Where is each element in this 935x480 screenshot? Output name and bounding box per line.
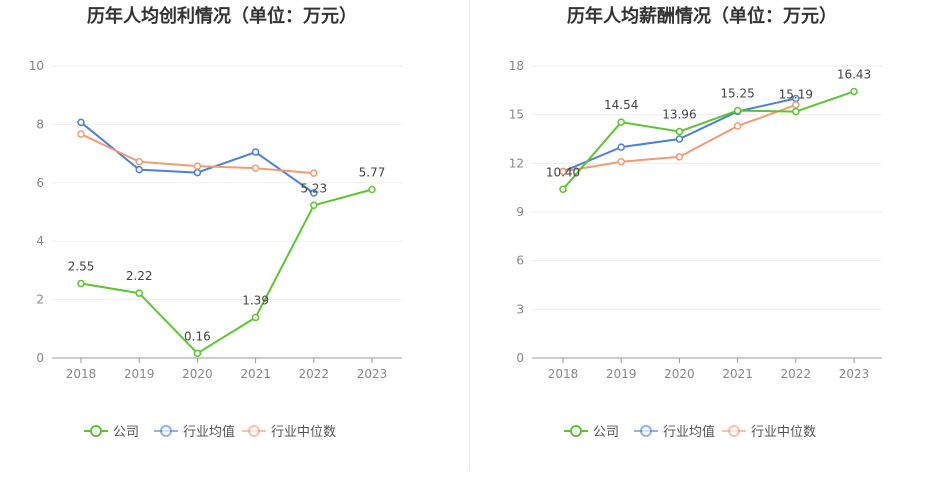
data-point	[617, 143, 625, 151]
data-point	[792, 101, 800, 109]
legend-item: 公司	[84, 425, 139, 440]
data-point	[193, 349, 202, 358]
data-point	[617, 118, 625, 126]
legend-marker	[160, 425, 172, 437]
series-line	[80, 188, 373, 355]
data-label: 5.23	[300, 181, 327, 195]
data-point	[675, 135, 684, 143]
data-point	[850, 87, 858, 96]
legend-label: 行业均值	[183, 424, 235, 440]
y-tick-label: 8	[36, 117, 44, 131]
legend-item: 行业中位数	[722, 425, 816, 440]
data-label: 14.54	[604, 98, 638, 112]
data-point	[251, 148, 260, 156]
legend-marker	[640, 425, 652, 437]
panel-divider	[469, 0, 470, 470]
x-tick-label: 2023	[357, 367, 388, 381]
legend-label: 公司	[113, 425, 139, 440]
x-tick-label: 2021	[722, 367, 753, 381]
chart-panel-salary: 历年人均薪酬情况（单位：万元） 0 3 6 9 12 15 18 2018 2019 2020 202…	[470, 0, 935, 480]
x-tick-label: 2021	[240, 367, 271, 381]
x-tick-label: 2022	[299, 367, 330, 381]
x-tick-label: 2019	[606, 367, 637, 381]
data-label: 16.43	[837, 67, 871, 81]
data-point	[135, 158, 143, 166]
data-point	[792, 107, 800, 116]
y-tick-label: 6	[516, 254, 524, 268]
data-point	[310, 169, 318, 177]
profit-per-capita-chart: 历年人均创利情况（单位：万元） 0 2 4 6 8 10 2018 2019 2020 2021 20…	[29, 5, 402, 440]
data-point	[310, 189, 318, 197]
data-point	[368, 185, 376, 194]
data-label: 13.96	[662, 108, 696, 122]
y-tick-label: 4	[36, 234, 44, 248]
legend-marker	[90, 425, 102, 437]
data-point	[310, 201, 318, 210]
data-label: 2.22	[126, 269, 153, 283]
y-tick-label: 3	[516, 302, 524, 316]
chart-panel-profit: 历年人均创利情况（单位：万元） 0 2 4 6 8 10 2018 2019 2020 2021 20…	[29, 5, 402, 440]
legend-item: 行业中位数	[242, 425, 336, 440]
data-label: 10.40	[546, 165, 580, 179]
legend-marker	[570, 425, 582, 437]
data-point	[135, 289, 143, 297]
y-tick-label: 0	[36, 351, 44, 365]
data-point	[135, 165, 143, 174]
series-line	[562, 90, 855, 190]
data-point	[559, 185, 567, 194]
data-point	[251, 164, 260, 172]
chart-title: 历年人均创利情况（单位：万元）	[87, 5, 357, 27]
x-tick-label: 2020	[182, 367, 213, 381]
y-tick-label: 6	[36, 176, 44, 190]
y-tick-label: 0	[516, 351, 524, 365]
y-tick-label: 18	[509, 59, 524, 73]
legend-label: 公司	[593, 425, 619, 440]
data-point	[193, 168, 202, 177]
x-tick-label: 2018	[548, 367, 579, 381]
legend-item: 公司	[564, 425, 619, 440]
data-label: 5.77	[359, 166, 386, 180]
data-point	[617, 157, 625, 166]
x-tick-label: 2020	[664, 367, 695, 381]
legend-marker	[728, 425, 740, 437]
y-tick-label: 12	[509, 156, 524, 170]
data-label: 15.19	[779, 88, 813, 102]
data-label: 15.25	[720, 87, 754, 101]
y-tick-label: 10	[29, 59, 44, 73]
legend-item: 行业均值	[154, 424, 235, 440]
data-point	[733, 106, 742, 115]
data-point	[675, 127, 684, 136]
data-point	[77, 118, 85, 127]
x-tick-label: 2023	[839, 367, 870, 381]
data-point	[733, 122, 742, 130]
salary-per-capita-chart: 历年人均薪酬情况（单位：万元） 0 3 6 9 12 15 18 2018 2019 2020 202…	[509, 5, 882, 440]
data-label: 0.16	[184, 329, 211, 343]
legend-marker	[248, 425, 260, 437]
data-point	[251, 313, 260, 322]
y-tick-label: 9	[516, 205, 524, 219]
data-label: 1.39	[242, 293, 269, 307]
legend-item: 行业均值	[634, 424, 715, 440]
data-point	[559, 167, 567, 176]
y-tick-label: 15	[509, 108, 524, 122]
legend-label: 行业均值	[663, 424, 715, 440]
legend-label: 行业中位数	[271, 425, 336, 440]
data-label: 2.55	[68, 260, 95, 274]
data-point	[77, 130, 85, 138]
x-tick-label: 2018	[66, 367, 97, 381]
x-tick-label: 2019	[124, 367, 155, 381]
data-point	[193, 162, 202, 170]
legend-label: 行业中位数	[751, 425, 816, 440]
y-tick-label: 2	[36, 293, 44, 307]
data-point	[675, 153, 684, 161]
data-point	[77, 279, 85, 288]
x-tick-label: 2022	[781, 367, 812, 381]
chart-title: 历年人均薪酬情况（单位：万元）	[567, 5, 837, 27]
